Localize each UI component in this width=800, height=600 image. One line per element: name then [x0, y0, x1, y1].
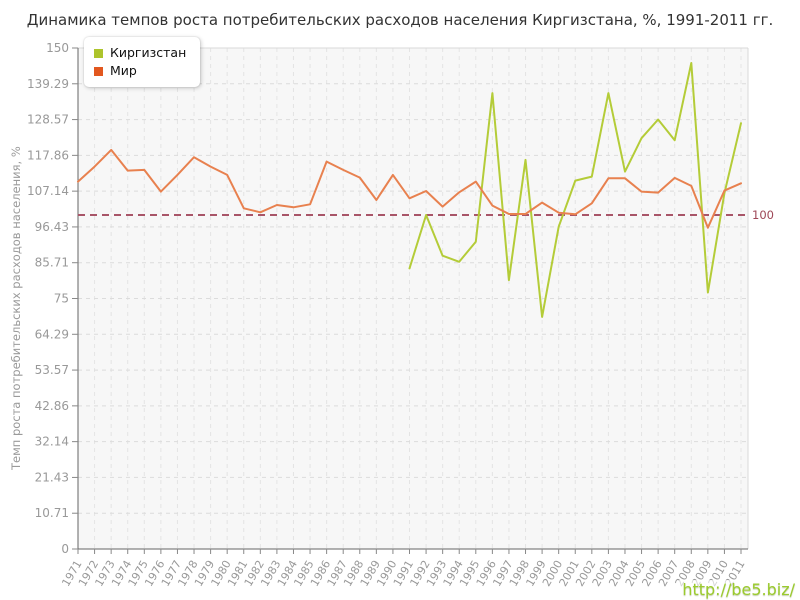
y-tick-label: 42.86 [35, 399, 69, 413]
y-tick-label: 150 [46, 41, 69, 55]
legend-swatch-kirgizstan [94, 48, 103, 58]
y-tick-label: 85.71 [35, 256, 69, 270]
chart-title: Динамика темпов роста потребительских ра… [26, 11, 774, 29]
y-tick-label: 107.14 [27, 184, 69, 198]
y-tick-label: 139.29 [27, 77, 69, 91]
y-tick-label: 53.57 [35, 363, 69, 377]
legend-item-kirgizstan[interactable]: Киргизстан [94, 44, 186, 62]
y-tick-label: 0 [61, 542, 69, 556]
legend-label-kirgizstan: Киргизстан [110, 45, 187, 60]
legend-swatch-mir [94, 66, 103, 76]
plot-area [78, 48, 748, 549]
y-tick-label: 64.29 [35, 327, 69, 341]
y-tick-label: 128.57 [27, 113, 69, 127]
y-tick-label: 32.14 [35, 435, 69, 449]
legend-item-mir[interactable]: Мир [94, 62, 186, 80]
y-tick-label: 117.86 [27, 148, 69, 162]
legend-label-mir: Мир [110, 63, 137, 78]
y-tick-label: 75 [54, 292, 69, 306]
y-tick-label: 21.43 [35, 470, 69, 484]
legend: Киргизстан Мир [84, 37, 201, 87]
series-line-kirgizstan [408, 62, 742, 318]
y-tick-label: 10.71 [35, 506, 69, 520]
y-tick-label: 96.43 [35, 220, 69, 234]
series-line-mir [77, 148, 742, 229]
watermark-link[interactable]: http://be5.biz/ [679, 580, 798, 599]
guide-label-100: 100 [752, 208, 774, 222]
